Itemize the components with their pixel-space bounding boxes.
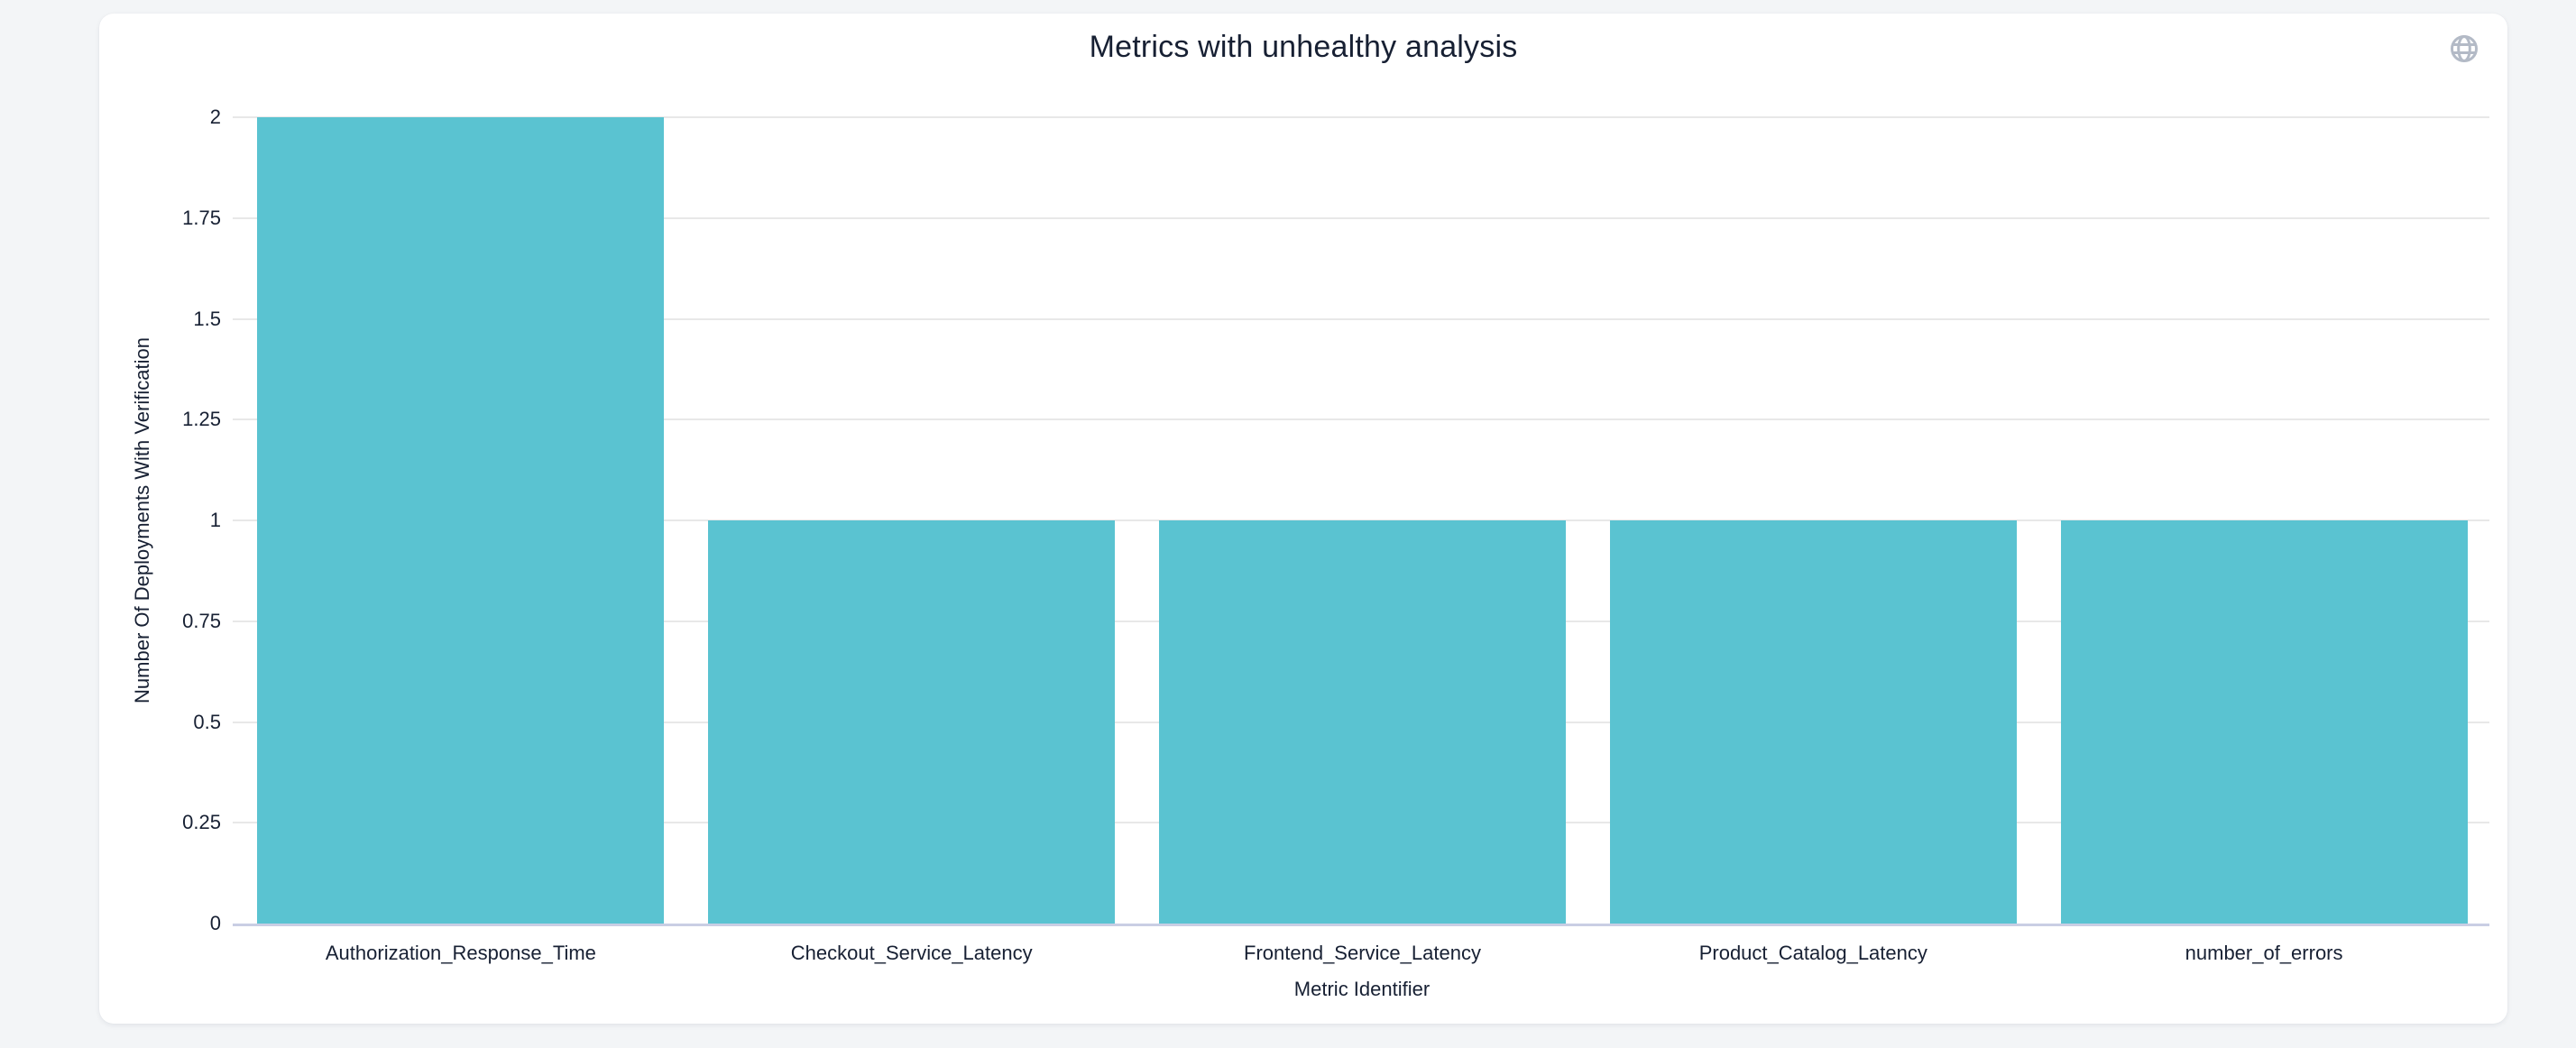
- y-tick-label: 1: [209, 509, 221, 531]
- gridline: [233, 116, 2489, 118]
- chart-bar[interactable]: [2060, 520, 2468, 924]
- chart-bar[interactable]: [1159, 520, 1566, 924]
- chart-title: Metrics with unhealthy analysis: [1089, 30, 1518, 64]
- y-tick-label: 0: [209, 912, 221, 934]
- y-axis-title: Number Of Deployments With Verification: [131, 337, 153, 703]
- globe-icon[interactable]: [2448, 32, 2480, 65]
- x-axis-title: Metric Identifier: [1293, 978, 1431, 1000]
- chart-card: Metrics with unhealthy analysis 0 0.25 0.5…: [99, 14, 2507, 1024]
- plot-area: 0 0.25 0.5 0.75 1 1.25 1.5 1.75 2 Authorization_R…: [99, 14, 2507, 1024]
- x-tick-label: Frontend_Service_Latency: [1244, 942, 1481, 964]
- x-tick-label: Product_Catalog_Latency: [1698, 942, 1927, 964]
- chart-bar[interactable]: [257, 117, 665, 924]
- y-tick-label: 1.25: [182, 408, 221, 431]
- gridline: [233, 418, 2489, 421]
- y-tick-label: 1.5: [193, 307, 221, 330]
- chart-bar[interactable]: [1609, 520, 2017, 924]
- y-tick-label: 2: [209, 106, 221, 128]
- x-tick-label: number_of_errors: [2185, 942, 2343, 964]
- chart-bar[interactable]: [708, 520, 1116, 924]
- gridline: [233, 216, 2489, 219]
- y-tick-label: 1.75: [182, 206, 221, 229]
- x-tick-label: Checkout_Service_Latency: [790, 942, 1033, 964]
- y-tick-label: 0.75: [182, 609, 221, 632]
- y-tick-label: 0.5: [193, 710, 221, 733]
- x-tick-label: Authorization_Response_Time: [325, 942, 596, 964]
- y-tick-label: 0.25: [182, 811, 221, 834]
- x-axis-baseline: [233, 924, 2489, 926]
- gridline: [233, 317, 2489, 320]
